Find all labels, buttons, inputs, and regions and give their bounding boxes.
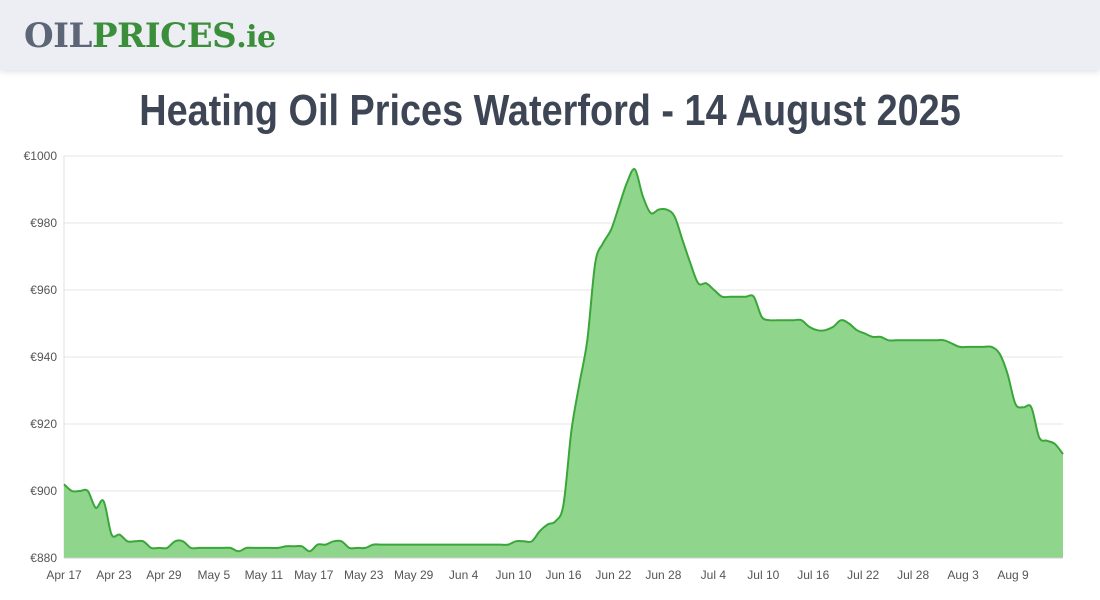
x-tick-label: May 23 — [344, 568, 384, 582]
x-tick-label: Jun 10 — [496, 568, 532, 582]
x-tick-label: Jun 28 — [645, 568, 681, 582]
x-tick-label: May 5 — [198, 568, 231, 582]
y-tick-label: €920 — [30, 417, 57, 431]
y-tick-label: €960 — [30, 283, 57, 297]
x-tick-label: Apr 17 — [46, 568, 82, 582]
y-tick-label: €940 — [30, 350, 57, 364]
x-tick-label: Jun 4 — [449, 568, 479, 582]
logo-text-tld: .ie — [236, 20, 276, 55]
x-tick-label: May 17 — [294, 568, 334, 582]
site-header: OILPRICES.ie — [0, 0, 1100, 70]
logo-text-oil: OIL — [24, 16, 92, 56]
price-area — [64, 169, 1063, 558]
x-tick-label: Jun 22 — [595, 568, 631, 582]
y-tick-label: €1000 — [24, 149, 58, 163]
x-tick-label: Jul 16 — [797, 568, 829, 582]
x-tick-label: Apr 23 — [96, 568, 132, 582]
price-line — [63, 168, 1064, 553]
x-tick-label: Jul 10 — [747, 568, 779, 582]
x-tick-label: Aug 3 — [947, 568, 979, 582]
x-tick-label: Apr 29 — [146, 568, 182, 582]
logo-text-prices: PRICES — [91, 16, 237, 56]
page-title: Heating Oil Prices Waterford - 14 August… — [139, 86, 961, 135]
x-tick-label: Jun 16 — [545, 568, 581, 582]
x-tick-label: Jul 4 — [701, 568, 727, 582]
y-tick-label: €900 — [30, 484, 57, 498]
price-chart: €880 €900 €920 €940 €960 €980 €1000 Apr 17 Apr 2… — [24, 149, 1064, 582]
x-tick-label: Aug 9 — [997, 568, 1029, 582]
y-tick-label: €980 — [30, 216, 57, 230]
x-tick-label: Jul 28 — [897, 568, 929, 582]
x-tick-label: Jul 22 — [847, 568, 879, 582]
y-tick-label: €880 — [30, 551, 57, 565]
x-tick-label: May 29 — [394, 568, 434, 582]
x-tick-label: May 11 — [245, 568, 284, 582]
site-logo[interactable]: OILPRICES.ie — [24, 14, 276, 60]
